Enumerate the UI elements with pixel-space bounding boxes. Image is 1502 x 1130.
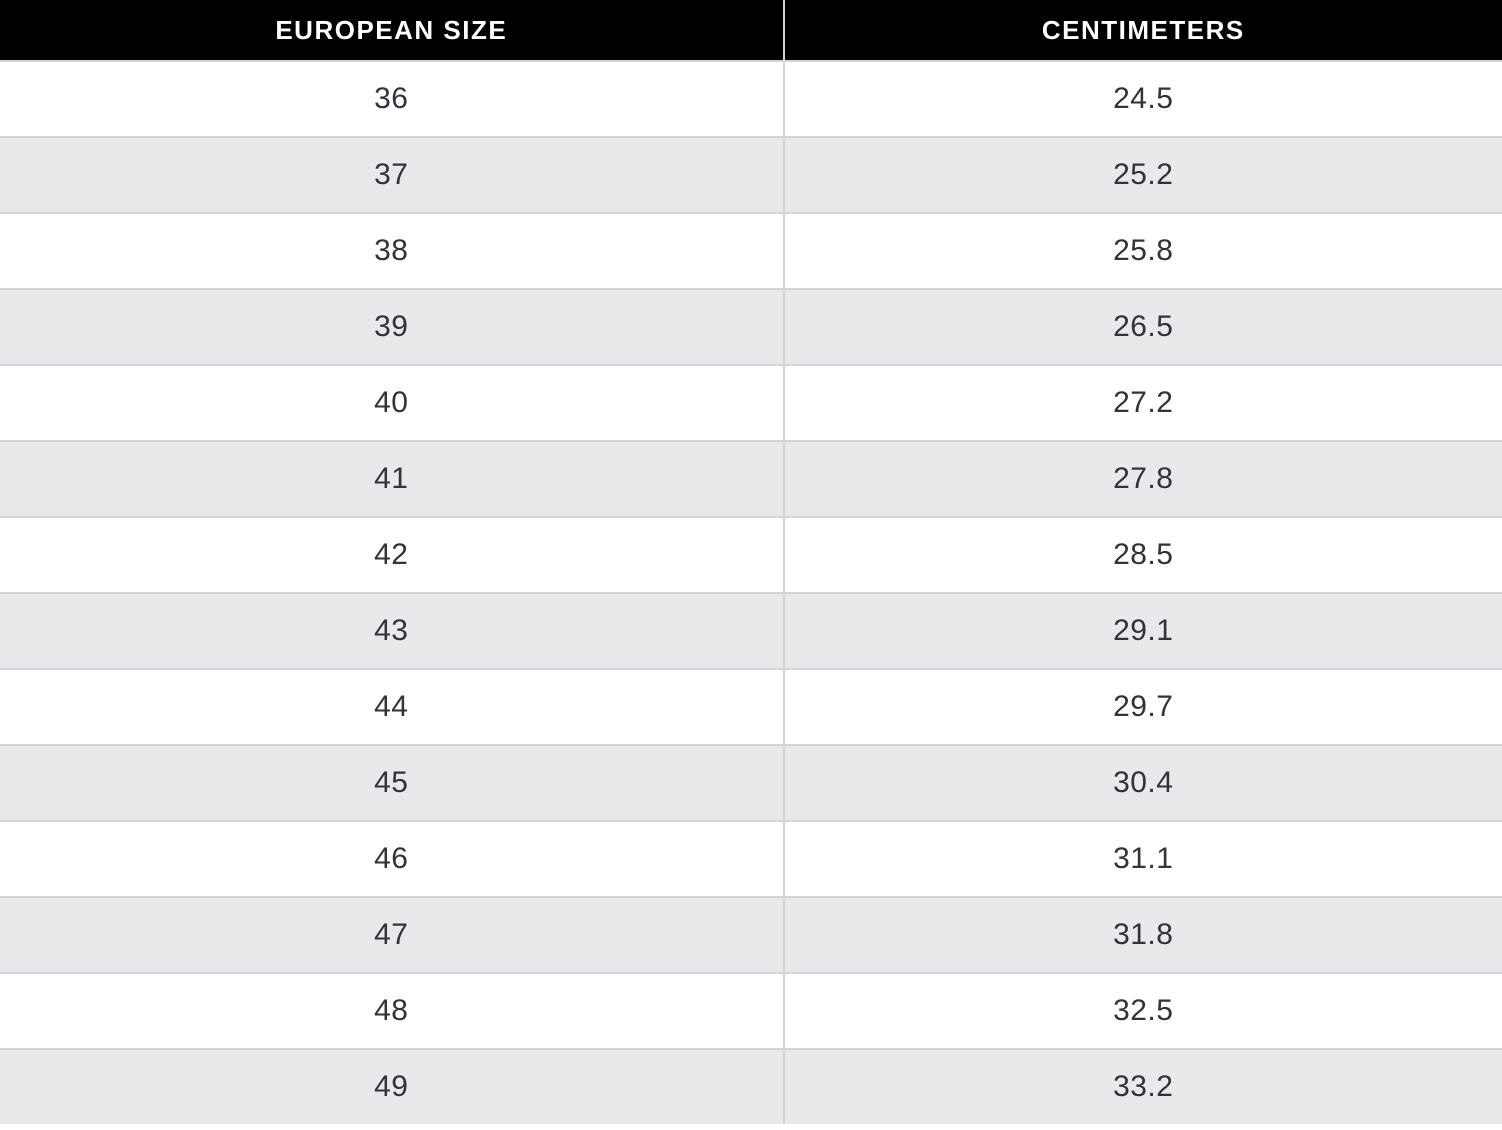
centimeters-cell: 29.7 [782,668,1502,746]
centimeters-cell: 33.2 [782,1048,1502,1124]
table-row: 41 27.8 [0,440,1502,518]
table-row: 49 33.2 [0,1048,1502,1124]
centimeters-cell: 26.5 [782,288,1502,366]
centimeters-cell: 27.8 [782,440,1502,518]
centimeters-cell: 25.2 [782,136,1502,214]
european-size-cell: 39 [0,288,785,366]
table-row: 36 24.5 [0,60,1502,138]
european-size-cell: 37 [0,136,785,214]
centimeters-cell: 31.1 [782,820,1502,898]
european-size-cell: 43 [0,592,785,670]
centimeters-cell: 24.5 [782,60,1502,138]
european-size-cell: 41 [0,440,785,518]
table-body: 36 24.5 37 25.2 38 25.8 39 26.5 40 27.2 41 27.8 42 28… [0,60,1502,1124]
european-size-cell: 46 [0,820,785,898]
table-row: 39 26.5 [0,288,1502,366]
european-size-cell: 38 [0,212,785,290]
centimeters-cell: 31.8 [782,896,1502,974]
centimeters-cell: 30.4 [782,744,1502,822]
centimeters-cell: 29.1 [782,592,1502,670]
column-header-european-size: EUROPEAN SIZE [0,0,785,62]
european-size-cell: 40 [0,364,785,442]
table-row: 43 29.1 [0,592,1502,670]
table-row: 38 25.8 [0,212,1502,290]
centimeters-cell: 28.5 [782,516,1502,594]
european-size-cell: 47 [0,896,785,974]
table-row: 45 30.4 [0,744,1502,822]
european-size-cell: 42 [0,516,785,594]
centimeters-cell: 27.2 [782,364,1502,442]
european-size-cell: 49 [0,1048,785,1124]
table-row: 48 32.5 [0,972,1502,1050]
european-size-cell: 45 [0,744,785,822]
table-row: 40 27.2 [0,364,1502,442]
table-header: EUROPEAN SIZE CENTIMETERS [0,0,1502,62]
european-size-cell: 44 [0,668,785,746]
table-row: 44 29.7 [0,668,1502,746]
table-row: 46 31.1 [0,820,1502,898]
european-size-cell: 48 [0,972,785,1050]
european-size-cell: 36 [0,60,785,138]
table-row: 42 28.5 [0,516,1502,594]
table-row: 37 25.2 [0,136,1502,214]
header-row: EUROPEAN SIZE CENTIMETERS [0,0,1502,62]
centimeters-cell: 25.8 [782,212,1502,290]
column-header-centimeters: CENTIMETERS [782,0,1502,62]
table-row: 47 31.8 [0,896,1502,974]
centimeters-cell: 32.5 [782,972,1502,1050]
